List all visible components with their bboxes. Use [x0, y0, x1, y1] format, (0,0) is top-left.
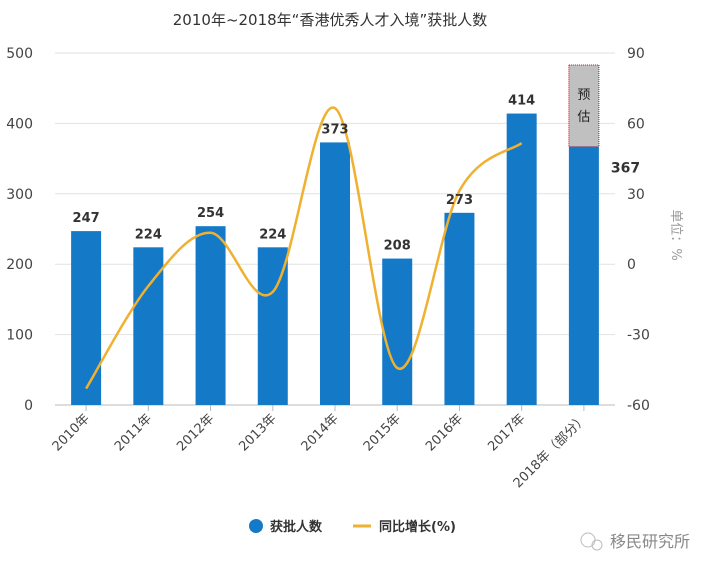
- legend-bar-marker: [249, 519, 263, 533]
- data-label: 273: [446, 193, 473, 208]
- data-label: 367: [611, 161, 640, 177]
- left-tick-label: 300: [6, 187, 33, 203]
- legend[interactable]: 获批人数 同比增长(%): [249, 519, 456, 535]
- bar: [568, 146, 599, 405]
- x-tick-label: 2011年: [112, 411, 155, 454]
- left-tick-label: 100: [6, 328, 33, 344]
- bar: [382, 258, 413, 405]
- x-tick-label: 2014年: [299, 411, 342, 454]
- right-tick-label: 0: [627, 257, 636, 273]
- bar: [444, 212, 475, 405]
- legend-line-label[interactable]: 同比增长(%): [379, 519, 456, 535]
- data-label: 373: [321, 122, 348, 137]
- right-tick-label: 90: [627, 46, 645, 62]
- data-label: 224: [135, 227, 162, 242]
- left-tick-label: 400: [6, 116, 33, 132]
- data-label: 247: [73, 211, 100, 226]
- data-label: 414: [508, 94, 535, 109]
- bar: [320, 142, 350, 405]
- wechat-icon: [580, 532, 596, 548]
- x-tick-label: 2010年: [50, 411, 93, 454]
- right-tick-label: -60: [627, 398, 650, 414]
- left-tick-label: 200: [6, 257, 33, 273]
- x-tick-label: 2017年: [485, 411, 528, 454]
- wechat-icon-small: [591, 539, 603, 551]
- right-tick-label: -30: [627, 328, 650, 344]
- bar: [71, 231, 102, 405]
- estimate-label: 预: [577, 88, 590, 103]
- estimate-label: 估: [577, 110, 590, 125]
- chart-title: 2010年~2018年“香港优秀人才入境”获批人数: [173, 11, 487, 29]
- x-tick-label: 2015年: [361, 411, 404, 454]
- x-tick-label: 2013年: [236, 411, 279, 454]
- watermark: 移民研究所: [580, 532, 690, 551]
- right-tick-label: 60: [627, 116, 645, 132]
- right-axis-label: 单位：%: [668, 209, 683, 260]
- data-label: 208: [384, 239, 411, 254]
- left-tick-label: 0: [24, 398, 33, 414]
- right-tick-label: 30: [627, 187, 645, 203]
- bar: [506, 113, 537, 405]
- data-label: 224: [259, 227, 286, 242]
- x-tick-label: 2012年: [174, 411, 217, 454]
- estimate-bar: [568, 64, 600, 148]
- growth-line: [85, 106, 523, 390]
- left-tick-label: 500: [6, 46, 33, 62]
- x-tick-label: 2016年: [423, 411, 466, 454]
- bar: [195, 226, 226, 405]
- watermark-text: 移民研究所: [610, 532, 690, 551]
- data-label: 254: [197, 206, 224, 221]
- legend-bar-label[interactable]: 获批人数: [270, 519, 323, 535]
